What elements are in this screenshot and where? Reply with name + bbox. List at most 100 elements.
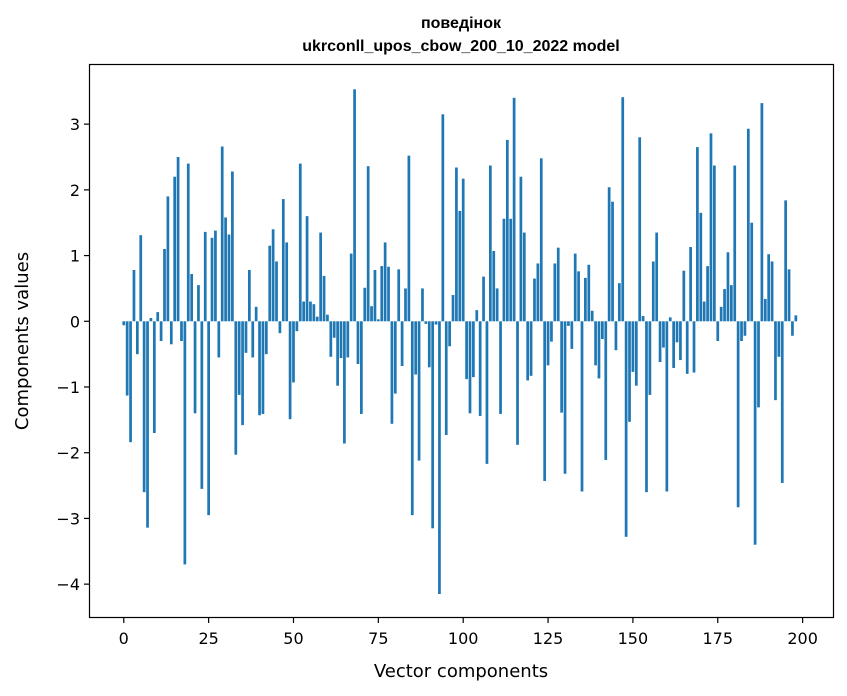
bar-32 <box>231 171 234 322</box>
bar-46 <box>278 321 282 334</box>
bar-8 <box>149 318 153 322</box>
bar-1 <box>125 321 129 396</box>
x-tick-label: 175 <box>702 629 733 648</box>
bar-96 <box>448 321 451 347</box>
bar-2 <box>129 321 132 443</box>
bar-139 <box>594 321 597 366</box>
bar-156 <box>651 261 655 322</box>
bar-124 <box>543 321 547 481</box>
bar-6 <box>142 321 146 493</box>
bar-147 <box>621 97 625 322</box>
bar-66 <box>346 321 350 358</box>
y-tick-label: −3 <box>56 509 80 528</box>
bar-153 <box>641 316 645 322</box>
bar-91 <box>431 321 435 529</box>
bar-159 <box>662 321 665 348</box>
bar-58 <box>319 232 322 322</box>
bar-10 <box>156 312 160 322</box>
bar-131 <box>567 321 570 326</box>
bar-80 <box>393 321 397 394</box>
bar-157 <box>655 232 659 322</box>
bar-56 <box>312 304 316 322</box>
bar-90 <box>427 321 431 368</box>
bar-21 <box>193 321 197 414</box>
bar-73 <box>370 306 373 322</box>
bar-40 <box>258 321 261 416</box>
bar-55 <box>309 301 312 322</box>
bar-39 <box>254 306 258 322</box>
bar-163 <box>675 321 679 343</box>
bar-0 <box>122 321 126 326</box>
x-axis-label: Vector components <box>374 661 548 682</box>
bar-15 <box>173 176 177 322</box>
bar-117 <box>519 176 523 322</box>
bar-185 <box>750 222 754 322</box>
bar-98 <box>455 167 458 322</box>
bar-100 <box>461 178 465 322</box>
bar-135 <box>580 321 584 492</box>
bar-107 <box>485 321 489 464</box>
bar-102 <box>468 321 472 414</box>
y-tick-label: −1 <box>56 378 80 397</box>
bar-122 <box>536 263 540 322</box>
bar-126 <box>550 321 553 342</box>
bar-160 <box>665 321 669 492</box>
bar-87 <box>417 321 421 461</box>
x-tick-label: 125 <box>533 629 564 648</box>
x-tick-label: 75 <box>368 629 388 648</box>
bar-190 <box>767 254 771 322</box>
bar-166 <box>685 321 689 374</box>
bar-145 <box>614 321 618 351</box>
bar-77 <box>383 242 387 322</box>
bar-172 <box>706 266 709 322</box>
bar-69 <box>356 321 360 364</box>
bar-52 <box>298 163 302 322</box>
bar-197 <box>791 321 794 336</box>
bar-13 <box>166 196 170 322</box>
bar-82 <box>400 321 404 366</box>
bar-196 <box>787 269 791 322</box>
y-tick-label: 0 <box>70 312 80 331</box>
bar-176 <box>719 306 723 322</box>
bar-60 <box>326 314 329 322</box>
bar-179 <box>729 285 733 322</box>
bar-29 <box>220 146 224 322</box>
bar-81 <box>397 269 401 322</box>
bar-137 <box>587 264 591 322</box>
bar-173 <box>709 133 713 322</box>
plot-frame <box>88 63 835 619</box>
bar-142 <box>604 321 608 460</box>
bar-175 <box>716 321 720 341</box>
bar-148 <box>624 321 628 537</box>
bar-95 <box>444 321 448 435</box>
bar-27 <box>214 230 217 322</box>
bar-104 <box>475 310 479 322</box>
bar-41 <box>261 321 265 414</box>
x-tick-label: 25 <box>198 629 218 648</box>
bar-89 <box>424 321 428 324</box>
bar-129 <box>560 321 563 413</box>
bar-162 <box>672 321 675 368</box>
bar-11 <box>159 321 163 341</box>
bar-165 <box>682 270 686 322</box>
bar-109 <box>492 250 496 322</box>
bar-184 <box>746 128 750 322</box>
bar-68 <box>353 89 356 322</box>
bar-88 <box>421 288 424 322</box>
bar-17 <box>180 321 183 341</box>
bar-113 <box>505 139 509 322</box>
bar-36 <box>244 321 248 353</box>
bar-108 <box>488 165 492 322</box>
bar-150 <box>631 321 635 372</box>
bar-14 <box>169 321 173 345</box>
bar-54 <box>305 216 309 322</box>
bar-67 <box>349 253 353 322</box>
bar-115 <box>512 97 516 322</box>
bar-51 <box>295 321 299 332</box>
bar-143 <box>607 187 611 322</box>
bar-169 <box>696 147 699 322</box>
bar-198 <box>794 315 798 322</box>
x-tick-label: 200 <box>787 629 818 648</box>
bar-170 <box>699 212 703 322</box>
bar-16 <box>176 157 180 322</box>
